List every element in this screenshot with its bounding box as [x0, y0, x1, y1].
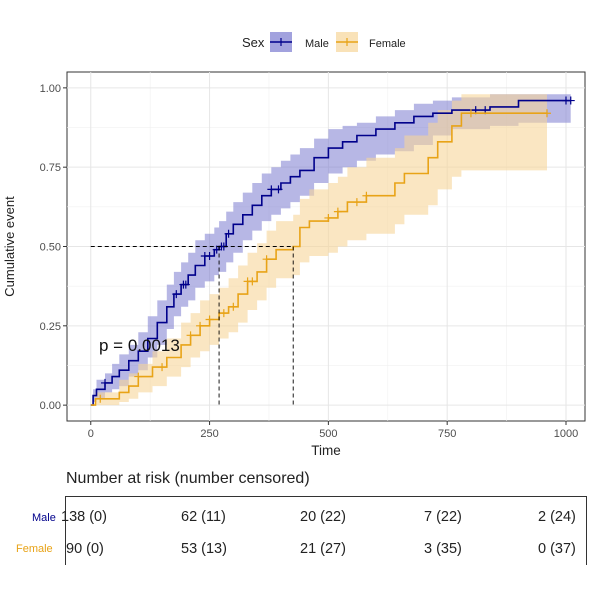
- censor-mark-male: [566, 96, 575, 105]
- censor-mark-male: [101, 378, 110, 387]
- censor-mark-male: [181, 280, 190, 289]
- risk-cell-male-0: 138 (0): [61, 509, 107, 525]
- y-tick-label: 0.25: [40, 321, 61, 333]
- censor-mark-male: [267, 185, 276, 194]
- y-tick-label: 0.50: [40, 242, 61, 254]
- y-axis-title: Cumulative event: [2, 196, 17, 297]
- risk-table-frame: [65, 496, 587, 565]
- censor-mark-male: [224, 229, 233, 238]
- legend-label-male: Male: [305, 38, 329, 50]
- y-tick-label: 0.00: [40, 400, 61, 412]
- censor-mark-female: [466, 109, 475, 118]
- censor-mark-female: [542, 109, 551, 118]
- x-tick-label: 0: [88, 428, 94, 440]
- x-tick-label: 250: [200, 428, 218, 440]
- censor-mark-female: [352, 198, 361, 207]
- risk-table-title: Number at risk (number censored): [66, 470, 310, 487]
- censor-mark-female: [134, 372, 143, 381]
- censor-mark-female: [333, 207, 342, 216]
- censor-mark-female: [96, 394, 105, 403]
- ci-band-male: [90, 94, 571, 406]
- risk-cell-female-750: 3 (35): [424, 541, 462, 557]
- x-tick-label: 750: [438, 428, 456, 440]
- censor-mark-male: [274, 185, 283, 194]
- risk-cell-female-500: 21 (27): [300, 541, 346, 557]
- censor-mark-female: [229, 302, 238, 311]
- risk-cell-female-1000: 0 (37): [538, 541, 576, 557]
- censor-mark-female: [186, 331, 195, 340]
- x-tick-label: 500: [319, 428, 337, 440]
- legend-title: Sex: [242, 35, 265, 50]
- risk-cell-female-0: 90 (0): [66, 541, 104, 557]
- curve-male: [90, 99, 571, 406]
- risk-cell-female-250: 53 (13): [181, 541, 227, 557]
- risk-cell-male-500: 20 (22): [300, 509, 346, 525]
- censor-mark-female: [362, 191, 371, 200]
- censor-mark-female: [262, 255, 271, 264]
- censor-mark-female: [324, 213, 333, 222]
- censor-mark-female: [248, 277, 257, 286]
- ci-band-female: [90, 94, 548, 406]
- survival-chart: 0 250 500 750 1000 0.00 0.25 0.50 0.75 1.00 Time Cu…: [2, 32, 586, 458]
- x-tick-label: 1000: [554, 428, 578, 440]
- y-tick-label: 1.00: [40, 83, 61, 95]
- risk-row-label-female: Female: [16, 543, 53, 555]
- censor-mark-female: [196, 321, 205, 330]
- censor-mark-female: [158, 363, 167, 372]
- legend-label-female: Female: [369, 38, 406, 50]
- censor-mark-male: [172, 290, 181, 299]
- risk-cell-male-750: 7 (22): [424, 509, 462, 525]
- risk-cell-male-1000: 2 (24): [538, 509, 576, 525]
- p-value-annotation: p = 0.0013: [99, 336, 180, 355]
- risk-row-label-male: Male: [32, 512, 56, 524]
- risk-cell-male-250: 62 (11): [181, 509, 226, 525]
- censor-mark-female: [205, 315, 214, 324]
- censor-mark-male: [205, 252, 214, 261]
- censor-mark-female: [219, 309, 228, 318]
- x-axis-title: Time: [311, 443, 341, 458]
- y-tick-label: 0.75: [40, 162, 61, 174]
